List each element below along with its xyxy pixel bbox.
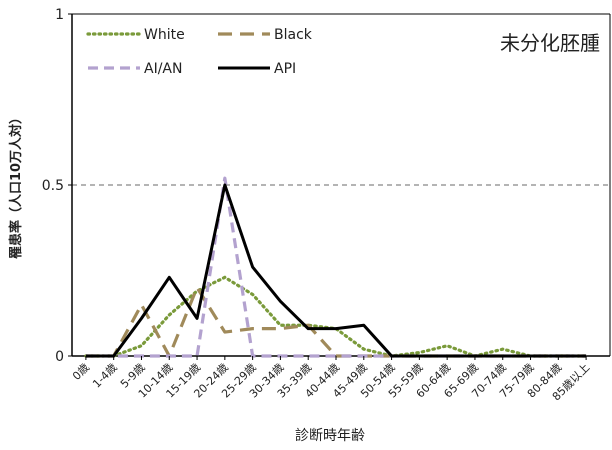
legend: White Black AI/AN API — [88, 27, 313, 77]
y-tick-label: 0.5 — [42, 178, 64, 194]
x-tick-labels: 0歳1-4歳5-9歳10-14歳15-19歳20-24歳25-29歳30-34歳… — [70, 356, 592, 403]
legend-label-api: API — [274, 61, 296, 77]
y-tick-labels: 00.51 — [42, 7, 72, 365]
legend-label-ai-an: AI/AN — [144, 61, 182, 77]
chart-title: 未分化胚腫 — [500, 31, 600, 55]
x-axis-label: 診断時年齢 — [295, 428, 365, 444]
series-line-black — [86, 288, 586, 356]
y-axis-label: 罹患率（人口10万人対） — [8, 111, 24, 259]
y-tick-label: 0 — [55, 349, 64, 365]
x-tick-label: 1-4歳 — [90, 361, 120, 391]
legend-label-black: Black — [274, 27, 313, 43]
x-tick-label: 0歳 — [70, 361, 92, 383]
legend-label-white: White — [144, 27, 185, 43]
series-group — [86, 178, 586, 356]
y-tick-label: 1 — [55, 7, 64, 23]
